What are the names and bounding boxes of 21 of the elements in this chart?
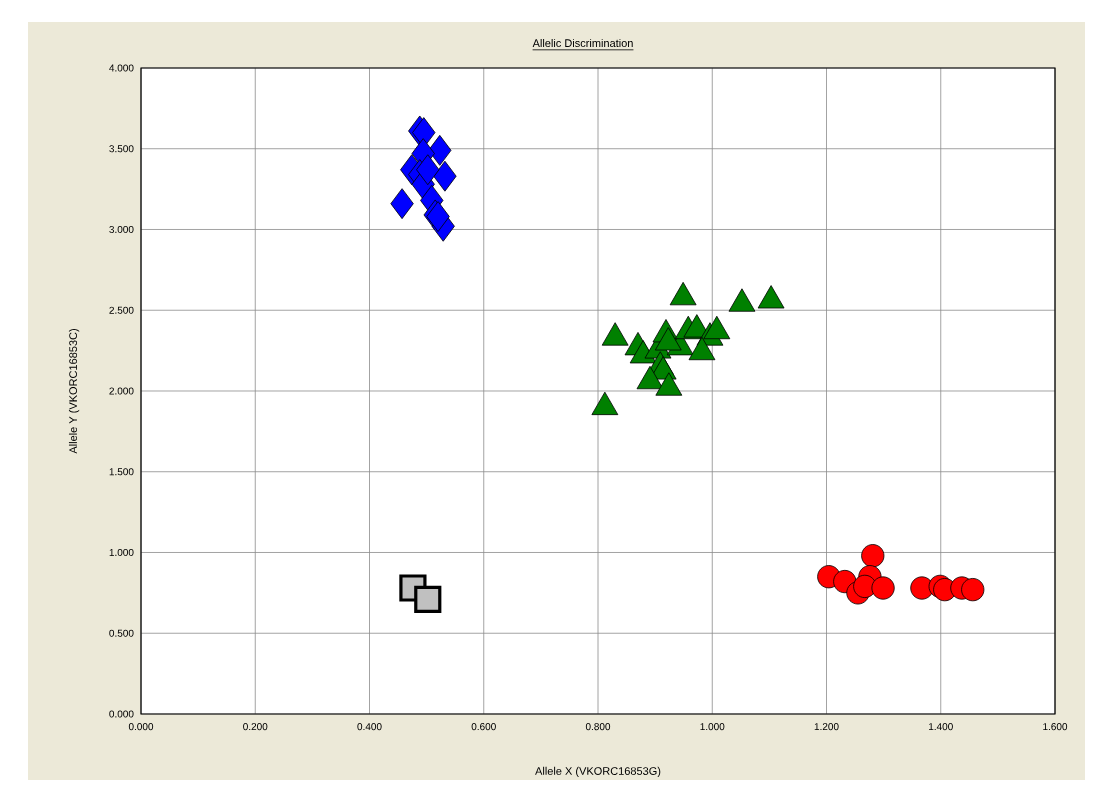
x-tick-label: 0.800 bbox=[585, 723, 611, 731]
y-tick-label: 0.500 bbox=[109, 629, 134, 637]
chart-title: Allelic Discrimination bbox=[532, 38, 633, 48]
y-tick-label: 2.500 bbox=[109, 306, 134, 314]
y-axis-title: Allele Y (VKORC16853C) bbox=[68, 329, 80, 454]
x-tick-label: 0.000 bbox=[128, 723, 154, 731]
y-tick-label: 3.000 bbox=[109, 225, 134, 234]
x-tick-label: 0.200 bbox=[243, 723, 268, 731]
x-tick-label: 0.400 bbox=[357, 723, 382, 731]
x-tick-label: 1.200 bbox=[814, 723, 839, 731]
x-tick-label: 1.000 bbox=[700, 723, 725, 731]
y-tick-label: 0.000 bbox=[109, 710, 134, 718]
y-tick-label: 2.000 bbox=[109, 387, 134, 395]
y-tick-label: 3.500 bbox=[109, 145, 134, 153]
x-tick-label: 1.400 bbox=[929, 723, 953, 731]
y-tick-label: 4.000 bbox=[109, 64, 134, 72]
x-tick-label: 0.600 bbox=[471, 723, 496, 731]
y-tick-label: 1.000 bbox=[109, 548, 134, 557]
y-tick-label: 1.500 bbox=[109, 468, 134, 476]
x-tick-label: 1.600 bbox=[1043, 723, 1068, 731]
x-axis-title: Allele X (VKORC16853G) bbox=[535, 766, 661, 778]
